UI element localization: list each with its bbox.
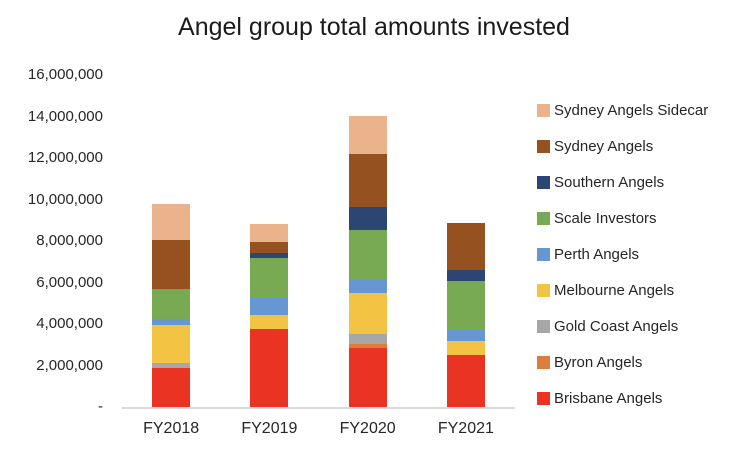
y-axis-tick-label: 2,000,000	[36, 356, 103, 374]
legend-swatch-byron-angels	[537, 356, 550, 369]
bar-segment-southern-angels-fy2021	[446, 270, 485, 282]
x-axis-label-fy2019: FY2019	[241, 420, 298, 437]
legend-label: Perth Angels	[554, 246, 640, 263]
legend-item-perth-angels: Perth Angels	[537, 246, 708, 268]
y-axis-tick-label: 14,000,000	[27, 107, 103, 125]
bar-segment-brisbane-angels-fy2020	[348, 347, 387, 407]
x-axis-label-fy2020: FY2020	[339, 420, 396, 437]
y-axis-tick-label: 6,000,000	[36, 273, 103, 291]
bar-fy2019	[250, 224, 289, 407]
legend-label: Byron Angels	[554, 354, 643, 371]
legend-label: Sydney Angels Sidecar	[554, 102, 709, 119]
bar-segment-scale-investors-fy2019	[250, 258, 289, 298]
y-axis-tick-label: 8,000,000	[36, 232, 103, 249]
y-axis-tick-label: 4,000,000	[36, 315, 103, 332]
bar-segment-southern-angels-fy2020	[348, 207, 387, 230]
legend-swatch-perth-angels	[537, 248, 550, 261]
legend-item-scale-investors: Scale Investors	[537, 210, 708, 232]
bar-segment-brisbane-angels-fy2019	[250, 329, 289, 407]
bar-segment-scale-investors-fy2020	[348, 229, 387, 281]
bar-segment-melbourne-angels-fy2019	[250, 315, 289, 330]
legend-label: Sydney Angels	[554, 138, 654, 155]
legend-label: Melbourne Angels	[554, 282, 675, 299]
legend-label: Southern Angels	[554, 174, 665, 191]
bar-segment-perth-angels-fy2021	[446, 330, 485, 342]
legend-item-sydney-angels: Sydney Angels	[537, 138, 708, 160]
y-axis-tick-label: -	[98, 398, 103, 415]
bar-segment-sydney-angels-fy2021	[446, 222, 485, 271]
bar-segment-sydney-angels-sidecar-fy2020	[348, 116, 387, 154]
legend-swatch-brisbane-angels	[537, 392, 550, 405]
legend-item-byron-angels: Byron Angels	[537, 354, 708, 376]
bar-segment-sydney-angels-fy2019	[250, 241, 289, 254]
x-axis-label-fy2018: FY2018	[143, 420, 200, 437]
legend-swatch-sydney-angels-sidecar	[537, 104, 550, 117]
bar-segment-southern-angels-fy2019	[250, 253, 289, 259]
legend-label: Brisbane Angels	[554, 390, 663, 407]
chart-title: Angel group total amounts invested	[178, 13, 570, 41]
y-axis-tick-label: 12,000,000	[27, 149, 103, 166]
x-axis-line	[122, 407, 515, 409]
legend-item-southern-angels: Southern Angels	[537, 174, 708, 196]
bar-segment-byron-angels-fy2020	[348, 343, 387, 348]
bar-fy2020	[348, 116, 387, 407]
x-axis-label-fy2021: FY2021	[437, 420, 494, 437]
bar-segment-perth-angels-fy2019	[250, 297, 289, 316]
y-axis-tick-label: 16,000,000	[27, 66, 103, 83]
bar-segment-scale-investors-fy2018	[152, 289, 191, 320]
bar-segment-melbourne-angels-fy2020	[348, 292, 387, 335]
legend-swatch-sydney-angels	[537, 140, 550, 153]
bar-segment-perth-angels-fy2018	[152, 319, 191, 326]
bar-segment-sydney-angels-sidecar-fy2019	[250, 224, 289, 242]
legend-item-sydney-angels-sidecar: Sydney Angels Sidecar	[537, 102, 708, 124]
legend-swatch-gold-coast-angels	[537, 320, 550, 333]
bar-segment-sydney-angels-fy2018	[152, 239, 191, 290]
legend-item-melbourne-angels: Melbourne Angels	[537, 282, 708, 304]
bar-segment-melbourne-angels-fy2021	[446, 341, 485, 356]
bar-segment-melbourne-angels-fy2018	[152, 325, 191, 364]
legend-swatch-southern-angels	[537, 176, 550, 189]
bar-segment-gold-coast-angels-fy2020	[348, 334, 387, 344]
legend: Sydney Angels Sidecar Sydney Angels Southe…	[537, 102, 708, 426]
legend-item-brisbane-angels: Brisbane Angels	[537, 390, 708, 412]
bar-fy2018	[152, 204, 191, 407]
bar-segment-perth-angels-fy2020	[348, 280, 387, 293]
bar-segment-sydney-angels-sidecar-fy2018	[152, 204, 191, 240]
legend-label: Scale Investors	[554, 210, 657, 227]
bar-fy2021	[446, 222, 485, 407]
bar-segment-sydney-angels-fy2020	[348, 153, 387, 207]
bar-segment-scale-investors-fy2021	[446, 281, 485, 331]
legend-label: Gold Coast Angels	[554, 318, 679, 335]
legend-item-gold-coast-angels: Gold Coast Angels	[537, 318, 708, 340]
legend-swatch-melbourne-angels	[537, 284, 550, 297]
legend-swatch-scale-investors	[537, 212, 550, 225]
bar-segment-gold-coast-angels-fy2018	[152, 363, 191, 368]
bar-segment-brisbane-angels-fy2018	[152, 367, 191, 407]
y-axis-tick-label: 10,000,000	[27, 190, 103, 208]
bar-segment-brisbane-angels-fy2021	[446, 355, 485, 407]
